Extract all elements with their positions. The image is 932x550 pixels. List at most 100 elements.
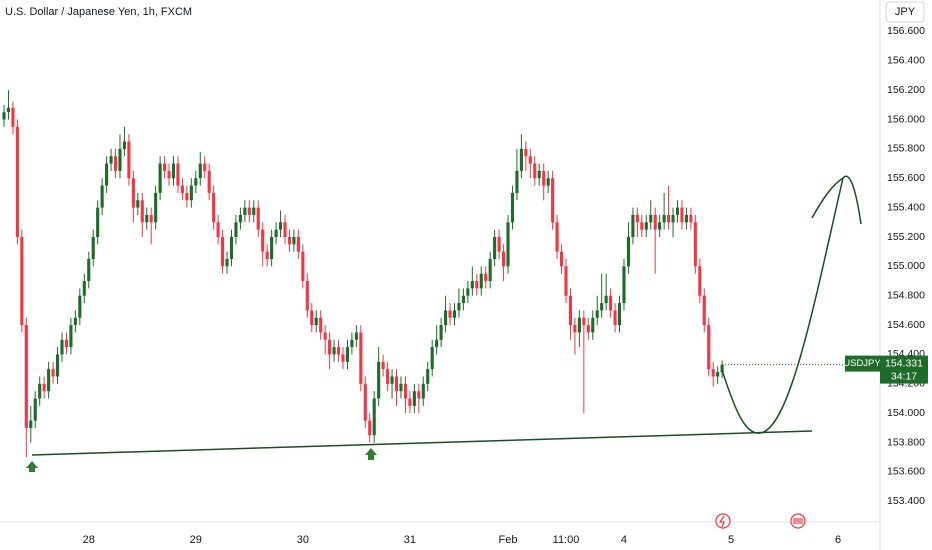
candle-body	[461, 295, 465, 304]
y-tick-label: 155.200	[887, 231, 925, 243]
candle-body	[15, 126, 19, 237]
candle-body	[87, 259, 91, 282]
y-tick-label: 153.600	[887, 466, 925, 478]
candle-body	[559, 251, 564, 267]
candle-body	[403, 383, 407, 399]
candle-body	[408, 398, 412, 406]
candle-body	[689, 214, 693, 223]
candle-body	[278, 222, 283, 230]
support-line	[31, 430, 813, 456]
candle-body	[452, 310, 457, 318]
candle-body	[163, 163, 167, 171]
candle-body	[274, 229, 278, 237]
candle-body	[604, 295, 608, 304]
candle-body	[314, 317, 318, 326]
projection-curve	[721, 175, 862, 434]
candle-body	[444, 310, 448, 326]
candle-body	[6, 107, 11, 113]
candle-body	[381, 361, 385, 370]
candle-body	[417, 391, 421, 399]
y-tick-label: 155.600	[887, 172, 925, 184]
candle-body	[261, 229, 265, 252]
candle-body	[332, 347, 336, 355]
candle-body	[600, 303, 604, 311]
candle-body	[372, 398, 376, 436]
price-tag	[880, 355, 928, 384]
candle-body	[711, 369, 715, 377]
currency-button-label[interactable]: JPY	[895, 6, 916, 18]
candle-body	[225, 259, 229, 267]
y-tick-label: 156.400	[887, 55, 925, 67]
candle-body	[577, 317, 581, 333]
candle-body	[546, 178, 550, 186]
y-tick-label: 155.400	[887, 201, 925, 213]
event-icon[interactable]	[715, 513, 731, 529]
candle-body	[310, 310, 314, 326]
candle-body	[671, 214, 675, 223]
candle-body	[167, 170, 171, 179]
candle-body	[542, 170, 546, 186]
candle-body	[501, 251, 506, 267]
candle-body	[653, 214, 657, 230]
candle-body	[354, 332, 358, 340]
candle-body	[640, 222, 644, 230]
x-tick-label: 4	[621, 534, 627, 546]
x-tick-label: Feb	[499, 534, 518, 546]
candle-body	[20, 236, 24, 326]
candle-body	[323, 332, 327, 340]
candle-body	[488, 259, 492, 282]
candle-body	[675, 207, 680, 215]
candle-body	[42, 383, 46, 392]
candle-body	[38, 383, 42, 399]
candle-body	[421, 383, 425, 399]
candle-body	[359, 332, 363, 384]
candle-body	[154, 192, 158, 223]
y-tick-label: 154.600	[887, 319, 925, 331]
candle-body	[60, 339, 64, 355]
candle-body	[328, 339, 332, 355]
candle-body	[586, 325, 590, 333]
candle-body	[662, 214, 666, 223]
candle-body	[341, 354, 345, 362]
candle-body	[140, 200, 144, 223]
arrow-up	[26, 461, 38, 472]
candle-body	[158, 163, 162, 193]
candle-body	[256, 207, 260, 230]
candle-body	[265, 251, 269, 259]
candle-body	[368, 420, 372, 436]
symbol-tag	[845, 355, 880, 372]
chart-title: U.S. Dollar / Japanese Yen, 1h, FXCM	[5, 6, 192, 18]
candle-body	[479, 273, 483, 289]
candle-body	[595, 310, 599, 318]
candle-body	[194, 178, 198, 186]
candle-body	[626, 236, 631, 267]
candle-body	[24, 325, 28, 428]
currency-button[interactable]	[885, 1, 925, 23]
candle-body	[386, 369, 390, 384]
candle-body	[644, 222, 648, 230]
candle-body	[457, 303, 461, 311]
candle-body	[109, 156, 113, 164]
candle-body	[145, 214, 149, 223]
candle-body	[171, 163, 176, 179]
candle-body	[564, 266, 568, 296]
x-tick-label: 30	[297, 534, 309, 546]
candle-body	[430, 347, 434, 370]
candle-body	[287, 236, 292, 245]
y-tick-label: 155.800	[887, 143, 925, 155]
candle-body	[207, 170, 211, 193]
candle-body	[680, 207, 684, 223]
y-tick-label: 154.000	[887, 407, 925, 419]
candle-body	[497, 236, 501, 252]
candle-body	[69, 325, 73, 348]
candle-body	[2, 112, 6, 120]
candle-body	[185, 192, 189, 201]
candle-body	[234, 222, 238, 237]
candle-body	[716, 372, 720, 377]
candle-body	[33, 398, 37, 421]
candle-body	[350, 339, 354, 348]
x-tick-label: 11:00	[553, 534, 580, 546]
candle-body	[533, 163, 537, 179]
candle-body	[82, 281, 86, 296]
